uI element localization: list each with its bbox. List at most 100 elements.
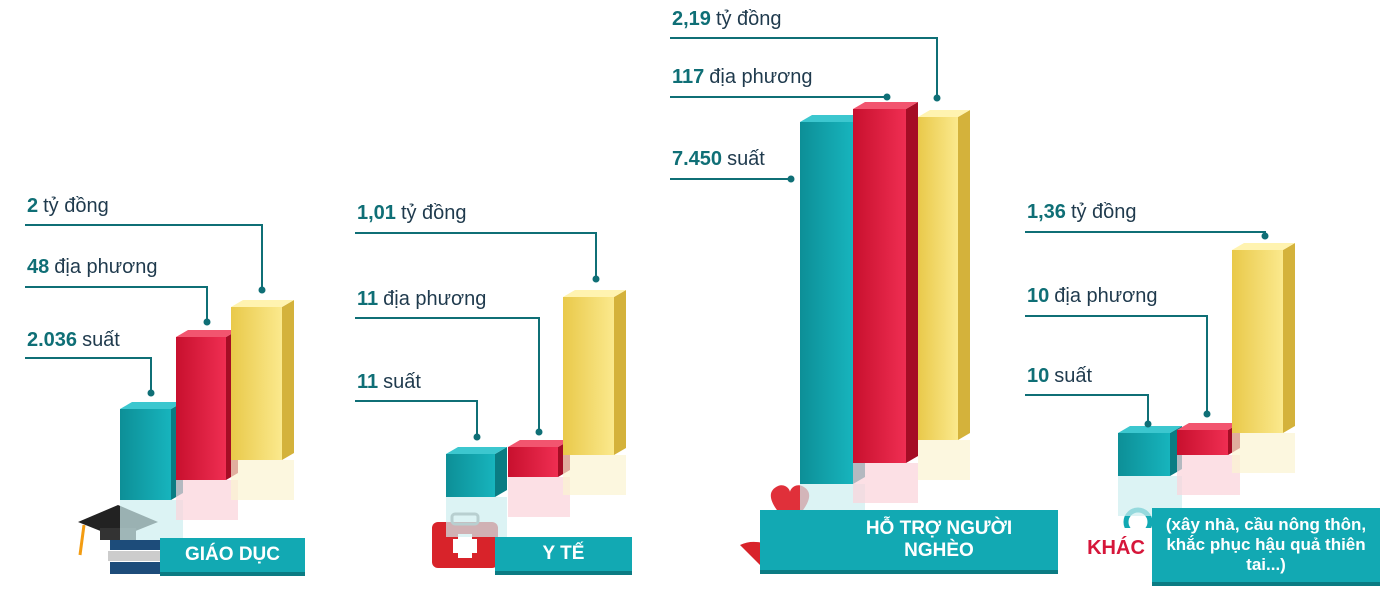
- stat-value: 117: [672, 66, 705, 88]
- bar-front: [1118, 433, 1170, 476]
- stat-label: 10 suất: [1027, 365, 1092, 388]
- bar-side: [614, 290, 626, 455]
- bar-top: [918, 110, 970, 117]
- stat-unit: địa phương: [1054, 285, 1158, 307]
- leader-dot: [535, 428, 543, 436]
- stat-label: 1,01 tỷ đồng: [357, 202, 467, 225]
- group-note: (xây nhà, cầu nông thôn, khắc phục hậu q…: [1152, 508, 1380, 586]
- stat-value: 7.450: [672, 148, 723, 170]
- leader-line: [355, 317, 540, 432]
- stat-label: 48 địa phương: [27, 256, 158, 279]
- stat-label: 2 tỷ đồng: [27, 195, 109, 218]
- stat-value: 11: [357, 371, 379, 393]
- bar-front: [918, 117, 958, 440]
- stat-label: 7.450 suất: [672, 148, 765, 171]
- leader-line: [355, 232, 597, 279]
- bar-top: [446, 447, 507, 454]
- bar-reflection: [1177, 455, 1240, 495]
- leader-dot: [1261, 232, 1269, 240]
- banner-text: HỖ TRỢ NGƯỜI NGHÈO: [865, 518, 1013, 561]
- stat-value: 1,36: [1027, 201, 1066, 223]
- stat-value: 11: [357, 288, 379, 310]
- bar-top: [508, 440, 570, 447]
- stat-label: 11 địa phương: [357, 288, 486, 311]
- bar-front: [563, 297, 614, 455]
- bar-front: [446, 454, 495, 497]
- bar-top: [1232, 243, 1295, 250]
- leader-dot: [592, 275, 600, 283]
- bar-top: [231, 300, 294, 307]
- leader-line: [1025, 394, 1149, 424]
- stat-unit: địa phương: [54, 256, 158, 278]
- bar-side: [906, 102, 918, 463]
- leader-line: [25, 286, 208, 322]
- bar-top: [853, 102, 918, 109]
- leader-line: [25, 224, 263, 290]
- leader-dot: [147, 389, 155, 397]
- leader-dot: [933, 94, 941, 102]
- bar-top: [563, 290, 626, 297]
- stat-value: 2: [27, 195, 39, 217]
- bar-reflection: [176, 480, 238, 520]
- bar-top: [1118, 426, 1182, 433]
- group-banner: GIÁO DỤC: [160, 538, 305, 576]
- leader-dot: [1203, 410, 1211, 418]
- group-banner: HỖ TRỢ NGƯỜI NGHÈO: [760, 510, 1058, 574]
- bar-front: [800, 122, 853, 484]
- bar-reflection: [918, 440, 970, 480]
- bar-side: [495, 447, 507, 497]
- group-banner: Y TẾ: [495, 537, 632, 575]
- stat-label: 1,36 tỷ đồng: [1027, 201, 1137, 224]
- bar-reflection: [231, 460, 294, 500]
- stat-value: 1,01: [357, 202, 396, 224]
- leader-line: [355, 400, 478, 437]
- stat-label: 117 địa phương: [672, 66, 813, 89]
- stat-unit: suất: [727, 148, 765, 170]
- bar-top: [1177, 423, 1240, 430]
- stat-unit: tỷ đồng: [715, 8, 782, 30]
- leader-line: [670, 37, 938, 98]
- stat-label: 2.036 suất: [27, 329, 120, 352]
- leader-line: [1025, 231, 1266, 236]
- bar-front: [853, 109, 906, 463]
- bar-front: [1232, 250, 1283, 433]
- bar-top: [800, 115, 865, 122]
- group-banner: KHÁC: [1080, 528, 1152, 568]
- stat-unit: suất: [383, 371, 421, 393]
- leader-dot: [1144, 420, 1152, 428]
- bar-side: [958, 110, 970, 440]
- bar-front: [231, 307, 282, 460]
- leader-dot: [258, 286, 266, 294]
- bar-side: [282, 300, 294, 460]
- stat-value: 2,19: [672, 8, 711, 30]
- leader-dot: [787, 175, 795, 183]
- leader-line: [25, 357, 152, 393]
- stat-value: 48: [27, 256, 50, 278]
- bar-front: [1177, 430, 1228, 455]
- bar-reflection: [508, 477, 570, 517]
- bar-front: [508, 447, 558, 477]
- leader-dot: [883, 93, 891, 101]
- bar-side: [1283, 243, 1295, 433]
- stat-value: 2.036: [27, 329, 78, 351]
- stat-unit: tỷ đồng: [43, 195, 109, 217]
- stat-label: 10 địa phương: [1027, 285, 1158, 308]
- bar-front: [176, 337, 226, 480]
- leader-dot: [203, 318, 211, 326]
- bar-reflection: [1232, 433, 1295, 473]
- bar-front: [120, 409, 171, 500]
- stat-label: 2,19 tỷ đồng: [672, 8, 782, 31]
- stat-unit: suất: [1054, 365, 1093, 387]
- stat-value: 10: [1027, 285, 1050, 307]
- stat-unit: tỷ đồng: [1070, 201, 1137, 223]
- stat-unit: suất: [82, 329, 120, 351]
- stat-value: 10: [1027, 365, 1050, 387]
- stat-label: 11 suất: [357, 371, 421, 394]
- bar-reflection: [446, 497, 507, 537]
- bar-reflection: [120, 500, 183, 540]
- leader-line: [1025, 315, 1208, 414]
- stat-unit: địa phương: [383, 288, 487, 310]
- stat-unit: địa phương: [709, 66, 813, 88]
